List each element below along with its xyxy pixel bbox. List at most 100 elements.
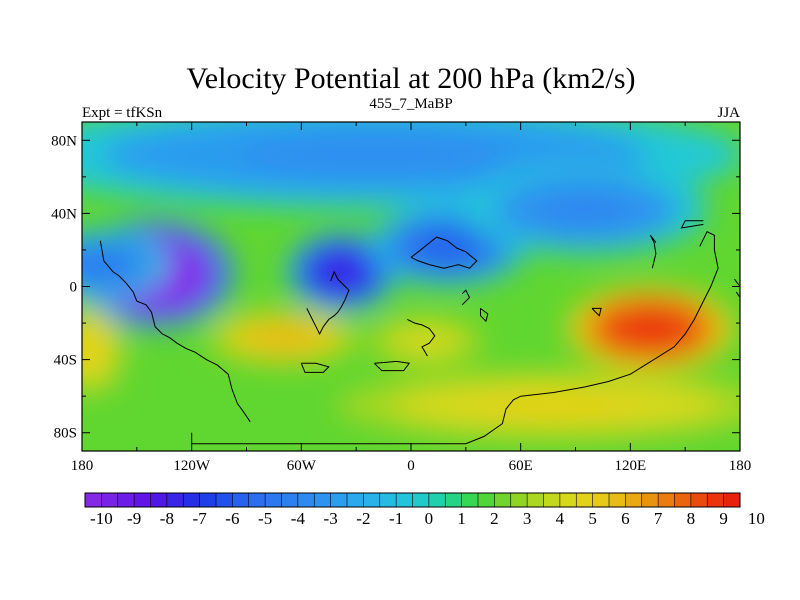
dateline-south-core: [82, 334, 103, 367]
x-tick-label: 60W: [287, 458, 317, 474]
colorbar-label: -7: [193, 509, 208, 528]
colorbar-box: [216, 493, 233, 507]
x-tick-label: 120W: [173, 458, 211, 474]
map-panel: [82, 122, 740, 451]
colorbar-box: [248, 493, 266, 507]
right-string: JJA: [717, 105, 740, 121]
colorbar-box: [723, 493, 741, 507]
colorbar-box: [478, 493, 495, 507]
colorbar-box: [707, 493, 724, 507]
center-string: 455_7_MaBP: [369, 96, 452, 112]
x-axis: 180 120W 60W 0 60E 120E 180: [71, 122, 752, 474]
chart-title: Velocity Potential at 200 hPa (km2/s): [186, 62, 635, 95]
colorbar-label: -6: [225, 509, 239, 528]
colorbar-box: [690, 493, 708, 507]
colorbar-box: [559, 493, 577, 507]
coastline-segment: [591, 307, 602, 317]
colorbar-box: [330, 493, 348, 507]
coastline-segment: [374, 360, 411, 372]
colorbar-label: 4: [556, 509, 565, 528]
colorbar-box: [379, 493, 397, 507]
colorbar-label: 1: [457, 509, 466, 528]
colorbar-box: [641, 493, 659, 507]
colorbar-box: [166, 493, 184, 507]
x-tick-label: 120E: [614, 458, 646, 474]
colorbar-box: [592, 493, 610, 507]
colorbar-label: -9: [127, 509, 141, 528]
y-tick-label: 40N: [51, 206, 77, 222]
colorbar: -10 -9 -8 -7 -6 -5 -4 -3 -2 -1 0 1 2 3 4 5 6 7 8 9 10: [84, 492, 765, 528]
colorbar-box: [297, 493, 315, 507]
colorbar-label: 9: [719, 509, 728, 528]
x-tick-label: 60E: [509, 458, 533, 474]
western-pacific-maximum-core: [619, 313, 682, 345]
colorbar-box: [150, 493, 168, 507]
north-africa-trough-core: [418, 231, 477, 261]
left-string: Expt = tfKSn: [82, 105, 163, 121]
colorbar-label: -1: [389, 509, 403, 528]
colorbar-outline: [84, 492, 741, 508]
y-tick-label: 0: [70, 280, 78, 296]
colorbar-label: -3: [324, 509, 338, 528]
x-tick-label: 180: [71, 458, 94, 474]
colorbar-box: [445, 493, 462, 507]
colorbar-label: 5: [588, 509, 597, 528]
colorbar-box: [199, 493, 217, 507]
contour-field: [82, 122, 740, 440]
colorbar-label: 8: [687, 509, 696, 528]
coastline-segment: [461, 289, 471, 306]
coastline-layer: [99, 220, 740, 445]
colorbar-box: [494, 493, 512, 507]
colorbar-box: [85, 493, 102, 507]
colorbar-box: [134, 493, 151, 507]
coastline-segment: [306, 270, 350, 336]
colorbar-box: [347, 493, 364, 507]
colorbar-box: [314, 493, 331, 507]
pacific-band-core: [82, 251, 126, 278]
x-tick-label: 180: [729, 458, 752, 474]
colorbar-label: -5: [258, 509, 272, 528]
colorbar-box: [117, 493, 135, 507]
colorbar-box: [510, 493, 528, 507]
colorbar-box: [625, 493, 643, 507]
south-america-maximum-core: [255, 327, 311, 348]
coastline-segment: [410, 236, 478, 269]
colorbar-box: [428, 493, 446, 507]
y-tick-label: 80S: [54, 426, 77, 442]
colorbar-box: [101, 493, 119, 507]
colorbar-box: [396, 493, 413, 507]
y-tick-label: 40S: [54, 353, 77, 369]
colorbar-box: [609, 493, 626, 507]
coastline-segment: [680, 220, 704, 229]
colorbar-box: [461, 493, 479, 507]
colorbar-label: 0: [425, 509, 434, 528]
asian-trough-core: [538, 193, 631, 227]
southern-ocean-core: [474, 392, 640, 419]
y-tick-label: 80N: [51, 133, 77, 149]
colorbar-box: [658, 493, 675, 507]
coastline-segment: [734, 278, 740, 299]
colorbar-label: -2: [356, 509, 370, 528]
central-america-minimum-core: [321, 257, 362, 287]
colorbar-box: [232, 493, 250, 507]
colorbar-box: [265, 493, 282, 507]
colorbar-box: [527, 493, 544, 507]
coastline-segment: [649, 234, 657, 269]
colorbar-box: [183, 493, 200, 507]
coastline-segment: [191, 231, 719, 445]
coastline-segment: [99, 240, 251, 423]
colorbar-label: 7: [654, 509, 663, 528]
colorbar-label: 6: [621, 509, 630, 528]
y-axis: 80N 40N 0 40S 80S: [51, 133, 740, 442]
southern-africa-maximum-core: [403, 332, 448, 351]
colorbar-box: [674, 493, 692, 507]
colorbar-label: -10: [90, 509, 113, 528]
coastline-segment: [300, 362, 330, 373]
colorbar-box: [281, 493, 299, 507]
colorbar-label: -4: [291, 509, 306, 528]
colorbar-label: -8: [160, 509, 174, 528]
coastline-segment: [480, 308, 489, 323]
coastline-segment: [407, 318, 436, 357]
colorbar-box: [543, 493, 561, 507]
